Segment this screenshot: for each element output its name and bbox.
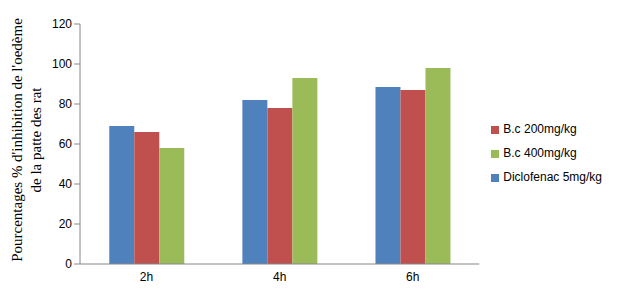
- svg-text:40: 40: [59, 177, 73, 191]
- svg-text:6h: 6h: [406, 270, 419, 284]
- svg-text:100: 100: [52, 57, 72, 71]
- svg-text:2h: 2h: [140, 270, 153, 284]
- html-text:B.c 200mg/kg: B.c 200mg/kg: [503, 122, 577, 136]
- svg-text:4h: 4h: [273, 270, 286, 284]
- html-text:Pourcentages % d'inhibition de: Pourcentages % d'inhibition de l'oedème …: [9, 18, 44, 262]
- svg-text:0: 0: [65, 257, 72, 271]
- svg-text:80: 80: [59, 97, 73, 111]
- html-text:Diclofenac 5mg/kg: Diclofenac 5mg/kg: [503, 170, 602, 184]
- svg-text:120: 120: [52, 17, 72, 31]
- svg-text:20: 20: [59, 217, 73, 231]
- html-text:B.c 400mg/kg: B.c 400mg/kg: [503, 146, 577, 160]
- svg-text:60: 60: [59, 137, 73, 151]
